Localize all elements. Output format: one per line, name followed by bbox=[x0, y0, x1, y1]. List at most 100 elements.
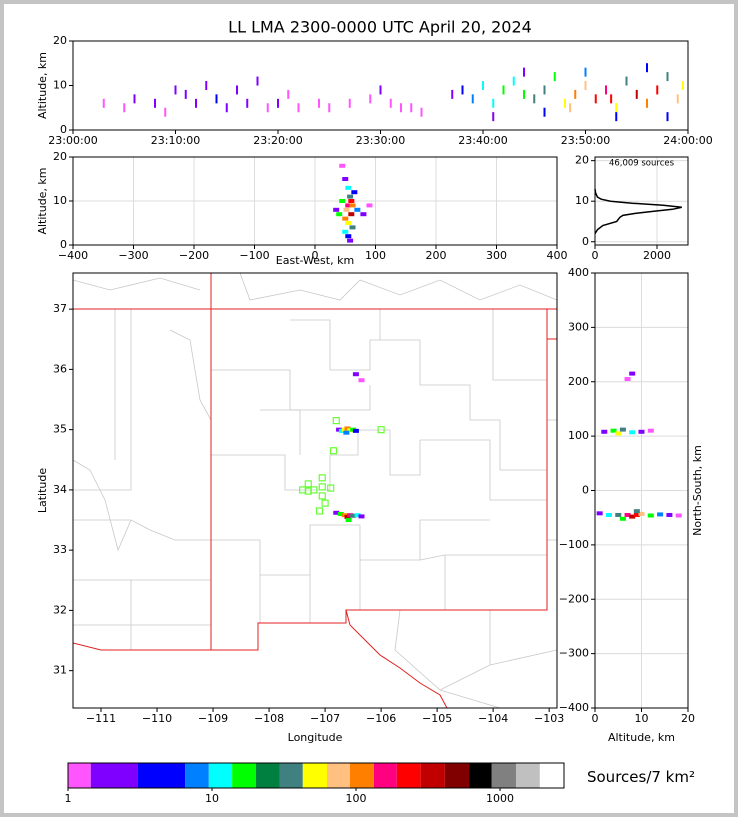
colorbar-segment bbox=[185, 763, 209, 788]
y-tick-label: −100 bbox=[559, 538, 589, 551]
source-point bbox=[543, 85, 546, 95]
colorbar-segment bbox=[255, 763, 280, 788]
y-tick-label: 33 bbox=[53, 543, 67, 556]
y-tick-label: 32 bbox=[53, 603, 67, 616]
state-borders bbox=[73, 273, 557, 708]
source-point bbox=[675, 513, 682, 518]
x-tick-label: −100 bbox=[239, 249, 269, 262]
chart-title: LL LMA 2300-0000 UTC April 20, 2024 bbox=[228, 18, 532, 37]
source-point bbox=[379, 85, 382, 95]
source-point bbox=[345, 518, 352, 523]
source-point bbox=[174, 85, 177, 95]
station bbox=[332, 417, 340, 425]
x-tick-label: −105 bbox=[422, 712, 452, 725]
source-point bbox=[333, 510, 340, 515]
y-tick-label: 10 bbox=[575, 194, 589, 207]
source-point bbox=[348, 199, 355, 203]
source-point bbox=[195, 98, 197, 108]
colorbar-segment bbox=[491, 763, 516, 788]
colorbar-tick-label: 1000 bbox=[486, 792, 514, 805]
source-point bbox=[681, 81, 684, 90]
source-point bbox=[629, 371, 636, 376]
colorbar-segment bbox=[420, 763, 445, 788]
source-point bbox=[343, 207, 350, 212]
source-point bbox=[256, 76, 259, 86]
source-point bbox=[471, 94, 474, 104]
source-point bbox=[569, 103, 572, 113]
source-point bbox=[451, 89, 454, 99]
station bbox=[315, 507, 324, 515]
colorbar-segment bbox=[327, 763, 350, 788]
y-tick-label: 37 bbox=[53, 302, 67, 315]
colorbar-segment bbox=[373, 763, 397, 788]
source-point bbox=[676, 94, 679, 104]
source-point bbox=[345, 185, 352, 190]
station bbox=[321, 499, 329, 507]
source-point bbox=[492, 98, 495, 108]
source-point bbox=[666, 72, 669, 82]
x-tick-label: −111 bbox=[86, 712, 116, 725]
source-point bbox=[647, 428, 654, 433]
x-tick-label: 100 bbox=[365, 249, 386, 262]
source-point bbox=[633, 509, 640, 514]
source-point bbox=[360, 212, 367, 217]
source-point bbox=[615, 431, 622, 436]
y-tick-label: 400 bbox=[568, 266, 589, 279]
source-point bbox=[629, 430, 636, 435]
source-point bbox=[366, 203, 373, 208]
source-point bbox=[601, 429, 608, 434]
y-tick-label: 20 bbox=[53, 34, 67, 47]
x-tick-label: 23:20:00 bbox=[253, 134, 302, 147]
source-point bbox=[287, 89, 290, 99]
source-point bbox=[349, 225, 356, 230]
source-point bbox=[574, 89, 577, 99]
source-point bbox=[215, 94, 218, 104]
source-point bbox=[615, 103, 618, 113]
plot-frame bbox=[594, 272, 689, 709]
source-point bbox=[318, 98, 320, 108]
source-point bbox=[358, 514, 365, 519]
x-tick-label: 23:40:00 bbox=[458, 134, 507, 147]
source-point bbox=[638, 511, 645, 516]
source-point bbox=[512, 76, 515, 86]
x-tick-label: 200 bbox=[426, 249, 447, 262]
colorbar-segment bbox=[515, 763, 540, 788]
x-tick-label: 23:00:00 bbox=[48, 134, 97, 147]
source-point bbox=[336, 212, 343, 217]
colorbar-segment bbox=[90, 763, 138, 788]
y-tick-label: 0 bbox=[582, 484, 589, 497]
source-point bbox=[400, 103, 402, 113]
source-point bbox=[647, 513, 654, 518]
x-axis-label: Altitude, km bbox=[608, 731, 675, 744]
station bbox=[304, 480, 312, 488]
source-point bbox=[333, 207, 340, 212]
colorbar-segment bbox=[208, 763, 233, 788]
x-tick-label: 0 bbox=[312, 249, 319, 262]
x-tick-label: −109 bbox=[198, 712, 228, 725]
source-point bbox=[629, 514, 636, 519]
y-tick-label: 300 bbox=[568, 320, 589, 333]
source-point bbox=[369, 94, 372, 104]
source-point bbox=[354, 513, 361, 518]
y-axis-label: Altitude, km bbox=[36, 167, 49, 234]
source-point bbox=[615, 112, 618, 122]
source-point bbox=[610, 428, 617, 433]
source-point bbox=[461, 85, 464, 95]
source-point bbox=[605, 85, 607, 95]
source-point bbox=[656, 85, 659, 95]
source-point bbox=[657, 512, 664, 517]
sources bbox=[102, 63, 684, 122]
source-point bbox=[348, 212, 355, 217]
source-point bbox=[543, 107, 546, 117]
county-lines bbox=[73, 273, 557, 708]
y-tick-label: 10 bbox=[53, 79, 67, 92]
sources bbox=[333, 372, 365, 523]
source-point bbox=[236, 85, 238, 95]
station bbox=[304, 487, 312, 495]
source-point bbox=[584, 81, 587, 90]
y-tick-label: 0 bbox=[582, 235, 589, 248]
colorbar-tick-label: 1 bbox=[65, 792, 72, 805]
x-tick-label: −104 bbox=[478, 712, 508, 725]
source-point bbox=[646, 98, 648, 108]
